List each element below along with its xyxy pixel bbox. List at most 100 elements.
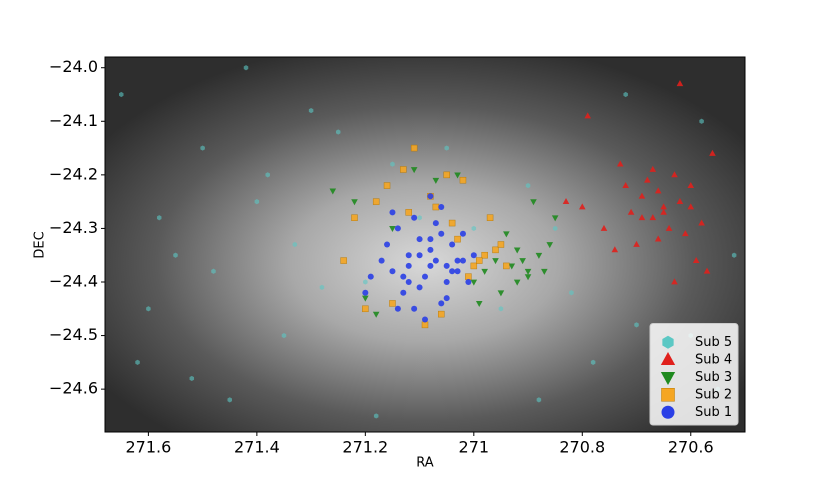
scatter-point [444,145,449,151]
scatter-point [362,289,369,296]
legend-label: Sub 5 [695,335,732,350]
scatter-point [699,118,704,124]
scatter-point [372,311,380,318]
scatter-point [454,257,461,264]
scatter-point [649,214,657,221]
scatter-point [475,257,483,264]
scatter-point [417,215,422,221]
scatter-point [676,80,684,87]
scatter-point [530,199,537,206]
scatter-point [135,359,140,365]
scatter-point [486,214,494,221]
scatter-point [459,176,467,184]
scatter-point [146,306,151,312]
scatter-point [367,273,374,280]
scatter-point [389,268,396,275]
scatter-point [416,252,423,259]
scatter-point [400,166,407,173]
scatter-point [524,268,532,275]
scatter-point [481,268,488,275]
y-tick-label: −24.4 [49,272,98,291]
scatter-point [432,203,440,211]
scatter-point [731,252,737,258]
scatter-point [416,236,423,243]
scatter-point [335,129,341,135]
scatter-point [654,187,662,194]
scatter-point [470,252,477,259]
scatter-point [513,247,521,254]
scatter-point [243,65,249,71]
scatter-point [389,226,396,233]
scatter-point [492,258,499,265]
scatter-point [682,230,689,237]
scatter-point [443,279,450,285]
scatter-point [443,171,450,179]
scatter-point [405,279,412,285]
scatter-point [552,225,558,232]
scatter-point [471,225,477,232]
scatter-point [569,290,574,296]
y-tick-label: −24.6 [49,379,98,398]
scatter-point [400,289,407,296]
y-axis-label: DEC [33,231,48,258]
scatter-point [389,300,396,307]
scatter-point [427,246,434,253]
scatter-point [394,305,401,312]
x-tick-label: 270.6 [668,438,714,457]
scatter-point [449,268,456,275]
scatter-point [465,273,472,280]
scatter-point [649,165,657,172]
scatter-point [498,306,504,312]
scatter-point [438,310,445,318]
scatter-point [438,230,445,237]
scatter-point [173,252,178,258]
scatter-point [454,268,461,275]
scatter-point [687,181,695,188]
scatter-point [660,208,667,215]
scatter-point [119,91,124,98]
scatter-point [373,413,379,419]
scatter-point [454,172,461,179]
scatter-point [525,182,531,189]
scatter-point [211,268,216,274]
scatter-point [634,322,639,328]
x-tick-label: 270.8 [559,438,605,457]
scatter-point [644,176,651,183]
scatter-point [432,177,440,184]
scatter-point [616,160,624,167]
scatter-point [481,251,488,259]
legend-label: Sub 1 [695,405,732,420]
scatter-point [421,321,429,329]
scatter-point [465,279,472,285]
scatter-point [443,262,450,269]
legend-label: Sub 4 [695,352,732,367]
y-tick-label: −24.1 [49,111,98,130]
scatter-point [622,181,629,188]
scatter-point [698,219,705,226]
scatter-point [383,182,391,189]
scatter-point [671,171,678,178]
scatter-point [351,199,358,206]
scatter-point [432,257,439,264]
background-image [105,57,745,432]
scatter-point [459,230,466,237]
scatter-point [503,231,510,238]
scatter-point [265,172,270,178]
scatter-point [156,215,162,221]
scatter-point [449,241,456,248]
legend-marker [660,372,676,386]
scatter-point [410,144,418,152]
scatter-point [378,257,385,264]
scatter-point [654,235,662,242]
scatter-point [633,240,640,247]
legend-label: Sub 3 [695,370,732,385]
scatter-point [638,214,646,221]
scatter-point [709,149,716,156]
scatter-point [454,235,461,243]
scatter-point [416,284,423,291]
plot-frame [104,56,746,433]
scatter-point [422,273,428,280]
scatter-point [438,300,445,307]
scatter-point [340,257,347,264]
